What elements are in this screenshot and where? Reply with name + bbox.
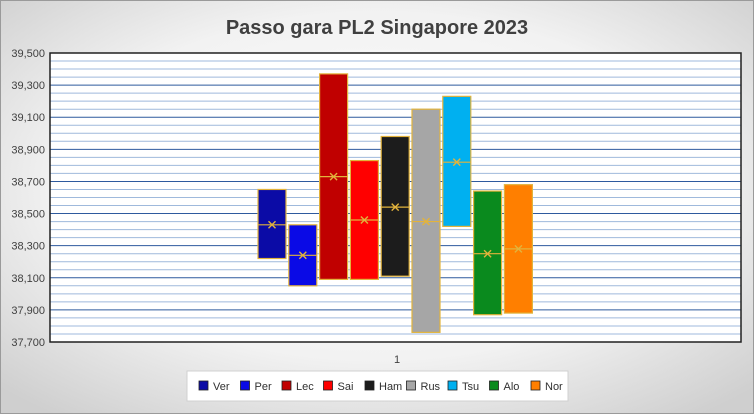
mean-marker <box>483 249 492 258</box>
plot-frame <box>49 52 742 343</box>
legend-swatch <box>323 380 333 391</box>
box-ver <box>257 188 287 260</box>
mean-marker <box>268 220 276 229</box>
box-alo <box>473 190 503 316</box>
box-ham <box>380 135 410 277</box>
legend: Ver Per Lec Sai Ham Rus Tsu Alo Nor <box>186 370 569 402</box>
legend-label: Alo <box>504 381 520 393</box>
legend-label: Ver <box>213 381 230 393</box>
mean-marker <box>391 203 400 212</box>
legend-item-alo: Alo <box>489 380 520 393</box>
box-nor <box>503 184 533 314</box>
legend-label: Rus <box>421 381 441 393</box>
y-tick-label: 38,100 <box>11 273 45 285</box>
legend-label: Tsu <box>462 381 479 393</box>
legend-label: Lec <box>296 381 314 393</box>
legend-swatch <box>240 380 250 391</box>
y-tick-label: 38,900 <box>11 144 45 156</box>
boxes <box>257 73 533 333</box>
mean-marker <box>514 244 523 253</box>
legend-swatch <box>198 380 209 391</box>
y-tick-label: 39,500 <box>11 48 45 60</box>
legend-label: Per <box>255 381 272 393</box>
y-tick-label: 38,300 <box>11 241 45 253</box>
mean-marker <box>452 158 461 167</box>
y-tick-label: 38,500 <box>11 209 45 221</box>
mean-marker <box>360 215 369 224</box>
legend-item-nor: Nor <box>530 380 563 393</box>
legend-swatch <box>364 380 375 391</box>
legend-label: Sai <box>338 381 354 393</box>
mean-marker <box>329 172 338 181</box>
box-sai <box>349 159 379 280</box>
y-tick-label: 37,900 <box>11 305 45 317</box>
mean-marker <box>298 251 307 260</box>
legend-item-rus: Rus <box>406 380 441 393</box>
box-rus <box>411 108 441 333</box>
legend-item-sai: Sai <box>323 380 354 393</box>
box-per <box>288 224 318 287</box>
chart-title: Passo gara PL2 Singapore 2023 <box>226 17 528 39</box>
legend-label: Ham <box>379 381 402 393</box>
legend-item-ver: Ver <box>198 380 230 393</box>
y-tick-label: 39,100 <box>11 112 45 124</box>
legend-swatch <box>447 380 458 391</box>
legend-swatch <box>281 380 292 391</box>
legend-item-ham: Ham <box>364 380 402 393</box>
x-category-label: 1 <box>394 354 400 366</box>
box-lec <box>319 73 349 280</box>
legend-swatch <box>530 380 541 391</box>
y-tick-label: 38,700 <box>11 176 45 188</box>
legend-swatch <box>489 380 499 391</box>
y-tick-label: 39,300 <box>11 80 45 92</box>
box-rect <box>257 188 287 260</box>
legend-item-per: Per <box>240 380 272 393</box>
legend-label: Nor <box>545 381 563 393</box>
box-tsu <box>442 95 472 228</box>
y-axis-ticks: 37,700 37,900 38,100 38,300 38,500 38,700 38,9… <box>11 48 45 349</box>
legend-swatch <box>406 380 416 391</box>
legend-item-lec: Lec <box>281 380 314 393</box>
legend-item-tsu: Tsu <box>447 380 479 393</box>
mean-marker <box>422 217 430 226</box>
legend-box <box>186 370 569 402</box>
y-tick-label: 37,700 <box>11 337 45 349</box>
